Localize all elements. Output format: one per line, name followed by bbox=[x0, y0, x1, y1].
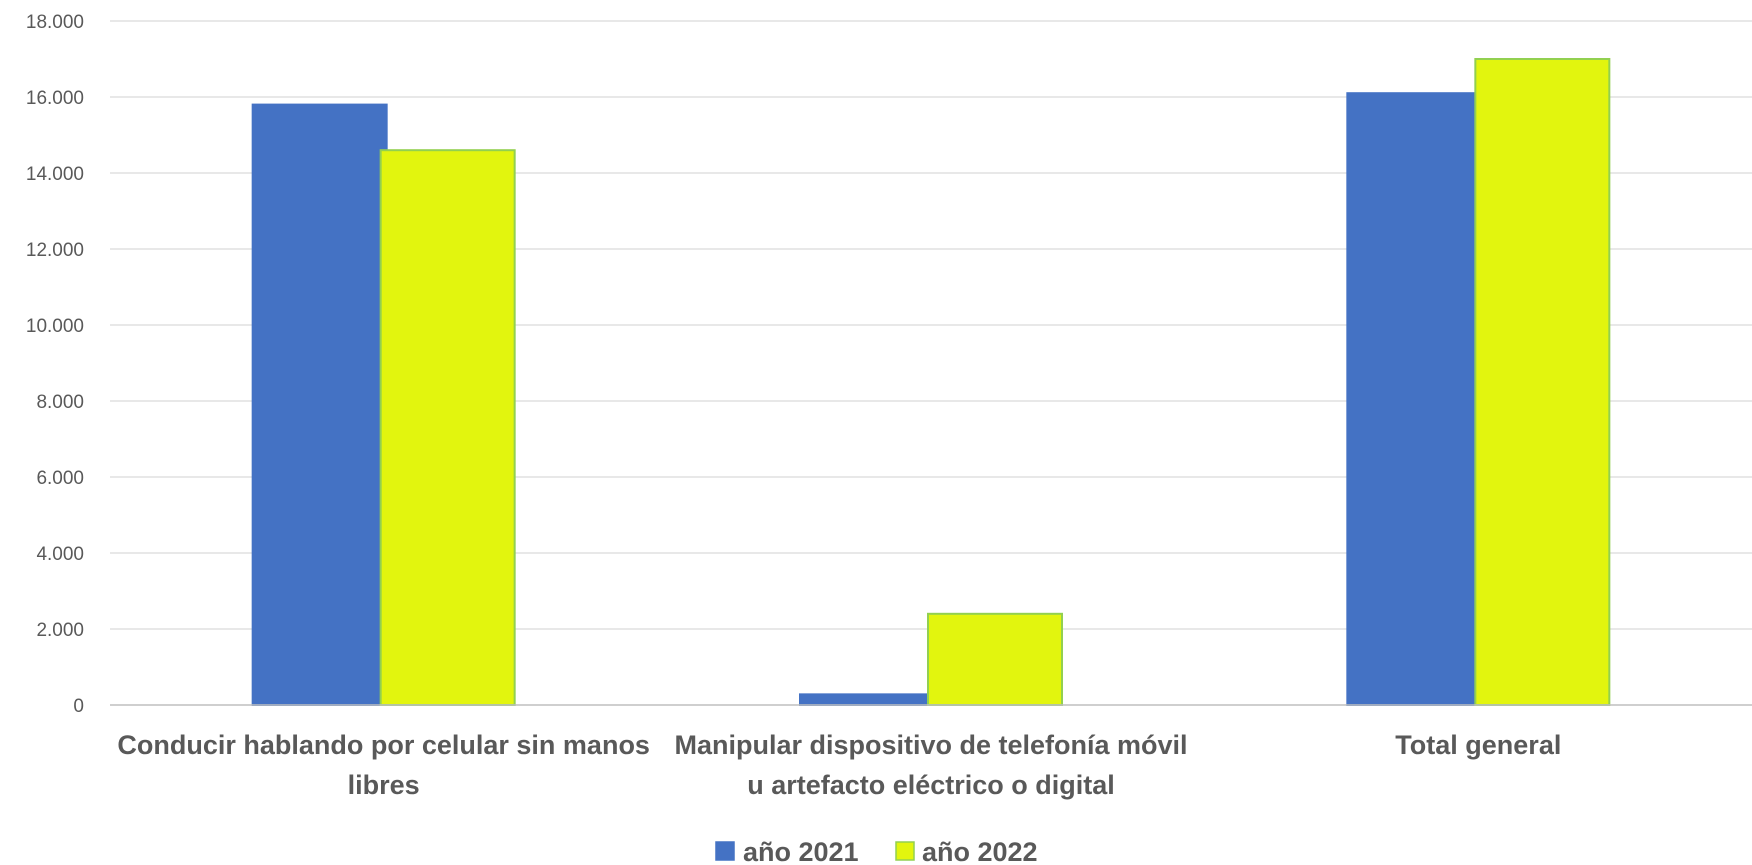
y-tick-label: 14.000 bbox=[26, 164, 84, 185]
legend-swatch-2021 bbox=[715, 841, 735, 861]
category-label: Manipular dispositivo de telefonía móvil bbox=[674, 730, 1187, 760]
category-labels: Conducir hablando por celular sin manos l… bbox=[117, 730, 1561, 800]
y-tick-label: 12.000 bbox=[26, 240, 84, 261]
bars bbox=[251, 58, 1611, 707]
y-tick-label: 8.000 bbox=[36, 392, 84, 413]
bar-2021-cat-0 bbox=[251, 103, 388, 707]
legend: año 2021 año 2022 bbox=[715, 837, 1038, 865]
category-label: Conducir hablando por celular sin manos bbox=[117, 730, 650, 760]
category-label: libres bbox=[348, 770, 420, 800]
y-tick-label: 16.000 bbox=[26, 88, 84, 109]
legend-swatch-2022 bbox=[895, 841, 915, 861]
y-tick-label: 6.000 bbox=[36, 468, 84, 489]
y-tick-label: 10.000 bbox=[26, 316, 84, 337]
y-tick-label: 18.000 bbox=[26, 12, 84, 33]
y-tick-label: 0 bbox=[73, 696, 84, 717]
bar-2021-cat-2 bbox=[1346, 92, 1483, 706]
bar-2022-cat-1 bbox=[927, 612, 1063, 706]
y-axis-ticks: 0 2.000 4.000 6.000 8.000 10.000 12.000 14.000 1… bbox=[26, 12, 84, 717]
y-tick-label: 4.000 bbox=[36, 544, 84, 565]
bar-2021-cat-1 bbox=[799, 693, 935, 706]
bar-2022-cat-2 bbox=[1474, 58, 1611, 706]
y-tick-label: 2.000 bbox=[36, 620, 84, 641]
legend-label-2021: año 2021 bbox=[743, 837, 859, 865]
bar-2022-cat-0 bbox=[379, 149, 516, 706]
category-label: Total general bbox=[1395, 730, 1561, 760]
legend-label-2022: año 2022 bbox=[922, 837, 1038, 865]
category-label: u artefacto eléctrico o digital bbox=[747, 770, 1115, 800]
